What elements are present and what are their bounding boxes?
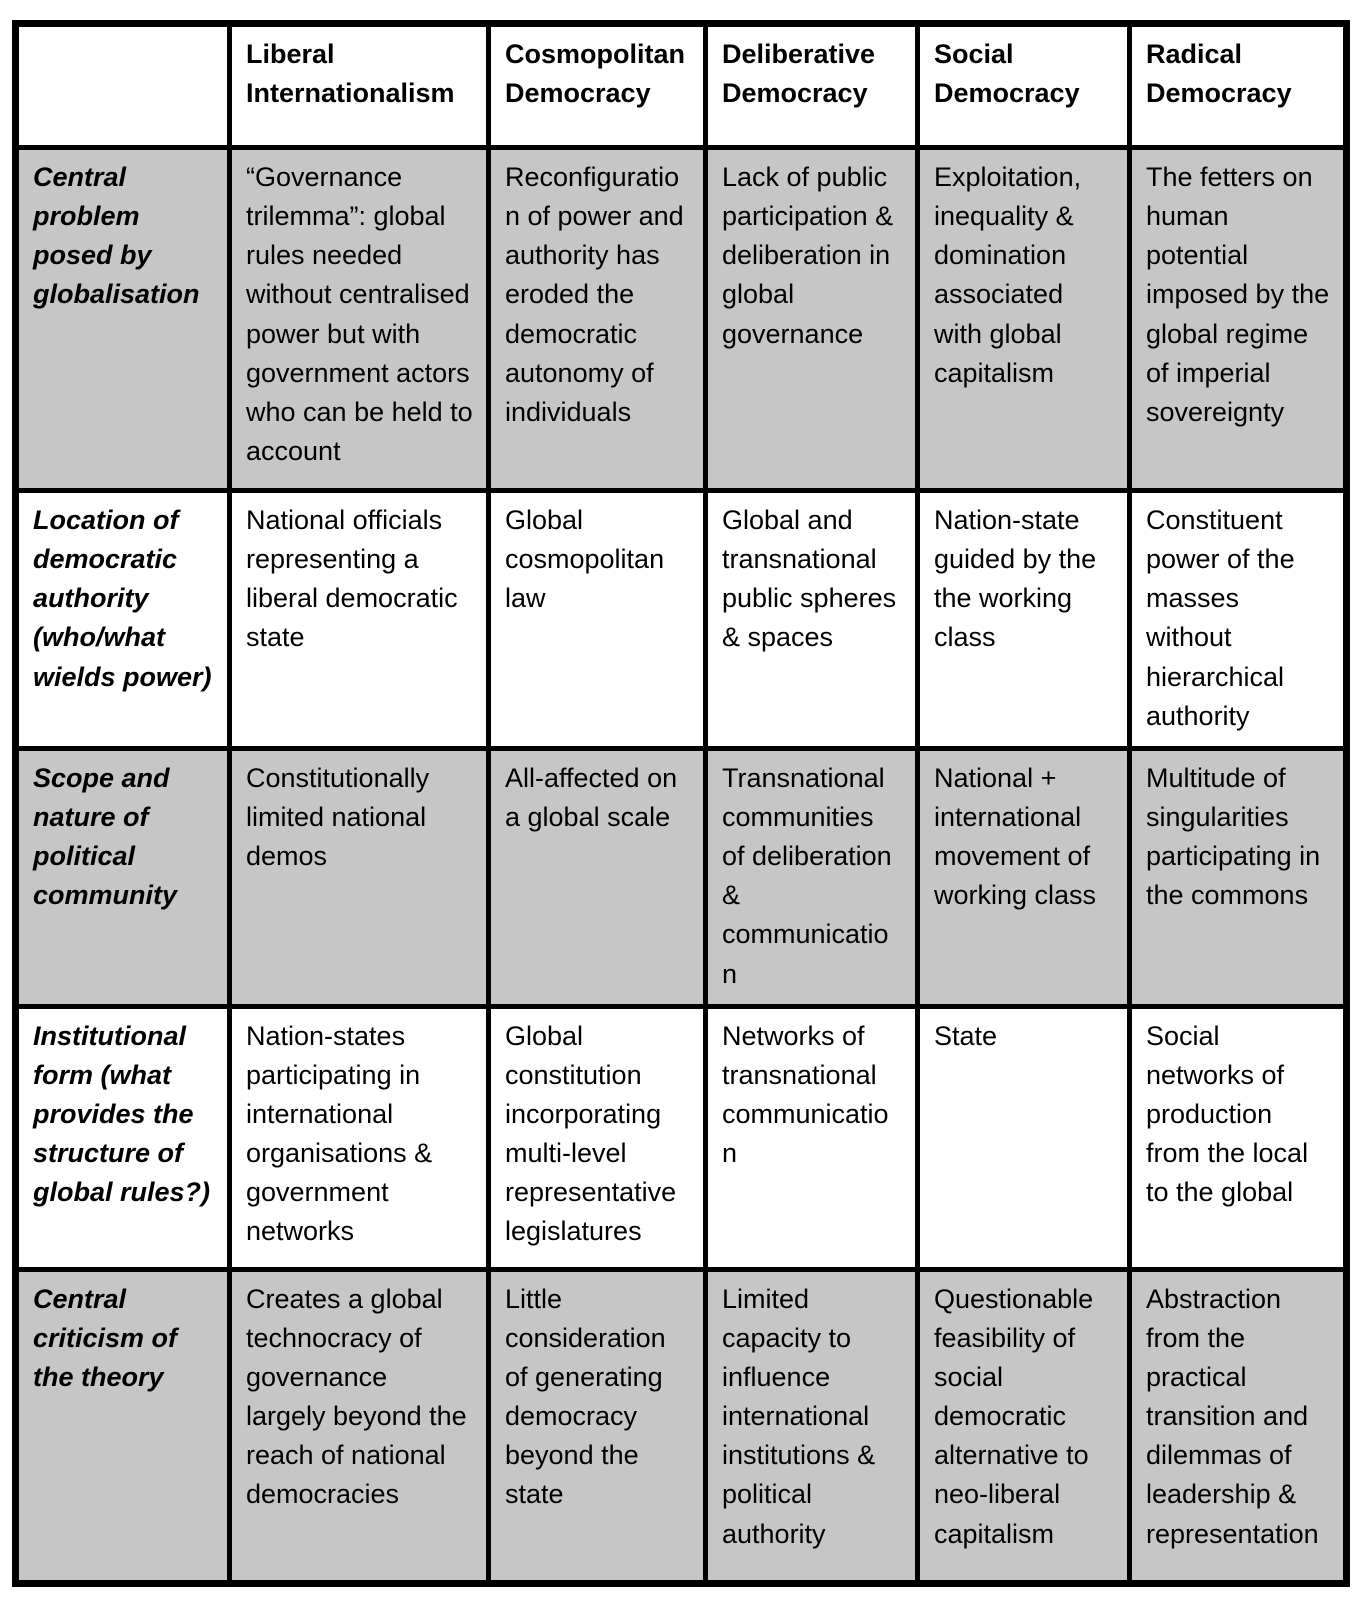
body-cell: All-affected on a global scale — [486, 745, 708, 1009]
column-header-row: Liberal Internationalism Cosmopolitan De… — [13, 21, 1349, 150]
body-cell: National + international movement of wor… — [915, 745, 1132, 1009]
column-header-radical-democracy: Radical Democracy — [1127, 21, 1349, 150]
row-header-institutional-form: Institutional form (what provides the st… — [13, 1003, 232, 1272]
body-cell: Networks of transnational communication — [703, 1003, 920, 1272]
democracy-theories-comparison-table: Liberal Internationalism Cosmopolitan De… — [12, 20, 1350, 1587]
body-cell: Global cosmopolitan law — [486, 488, 708, 751]
row-location-of-authority: Location of democratic authority (who/wh… — [13, 488, 1349, 751]
row-institutional-form: Institutional form (what provides the st… — [13, 1003, 1349, 1272]
body-cell: Nation-states participating in internati… — [227, 1003, 491, 1272]
body-cell: “Governance trilemma”: global rules need… — [227, 145, 491, 493]
body-cell: The fetters on human potential imposed b… — [1127, 145, 1349, 493]
body-cell: Creates a global technocracy of governan… — [227, 1266, 491, 1586]
row-header-central-problem: Central problem posed by globalisation — [13, 145, 232, 493]
corner-cell — [13, 21, 232, 150]
body-cell: Reconfiguration of power and authority h… — [486, 145, 708, 493]
body-cell: State — [915, 1003, 1132, 1272]
column-header-deliberative-democracy: Deliberative Democracy — [703, 21, 920, 150]
body-cell: Exploitation, inequality & domination as… — [915, 145, 1132, 493]
body-cell: Global constitution incorporating multi-… — [486, 1003, 708, 1272]
body-cell: Questionable feasibility of social democ… — [915, 1266, 1132, 1586]
body-cell: Abstraction from the practical transitio… — [1127, 1266, 1349, 1586]
body-cell: Global and transnational public spheres … — [703, 488, 920, 751]
row-header-central-criticism: Central criticism of the theory — [13, 1266, 232, 1586]
body-cell: Multitude of singularities participating… — [1127, 745, 1349, 1009]
row-scope-and-nature: Scope and nature of political community … — [13, 745, 1349, 1009]
body-cell: Little consideration of generating democ… — [486, 1266, 708, 1586]
body-cell: Transnational communities of deliberatio… — [703, 745, 920, 1009]
body-cell: Limited capacity to influence internatio… — [703, 1266, 920, 1586]
body-cell: Lack of public participation & deliberat… — [703, 145, 920, 493]
column-header-cosmopolitan-democracy: Cosmopolitan Democracy — [486, 21, 708, 150]
body-cell: National officials representing a libera… — [227, 488, 491, 751]
row-central-criticism: Central criticism of the theory Creates … — [13, 1266, 1349, 1586]
body-cell: Constituent power of the masses without … — [1127, 488, 1349, 751]
body-cell: Social networks of production from the l… — [1127, 1003, 1349, 1272]
row-central-problem: Central problem posed by globalisation “… — [13, 145, 1349, 493]
body-cell: Constitutionally limited national demos — [227, 745, 491, 1009]
row-header-location-of-authority: Location of democratic authority (who/wh… — [13, 488, 232, 751]
column-header-liberal-internationalism: Liberal Internationalism — [227, 21, 491, 150]
body-cell: Nation-state guided by the the working c… — [915, 488, 1132, 751]
row-header-scope-and-nature: Scope and nature of political community — [13, 745, 232, 1009]
column-header-social-democracy: Social Democracy — [915, 21, 1132, 150]
